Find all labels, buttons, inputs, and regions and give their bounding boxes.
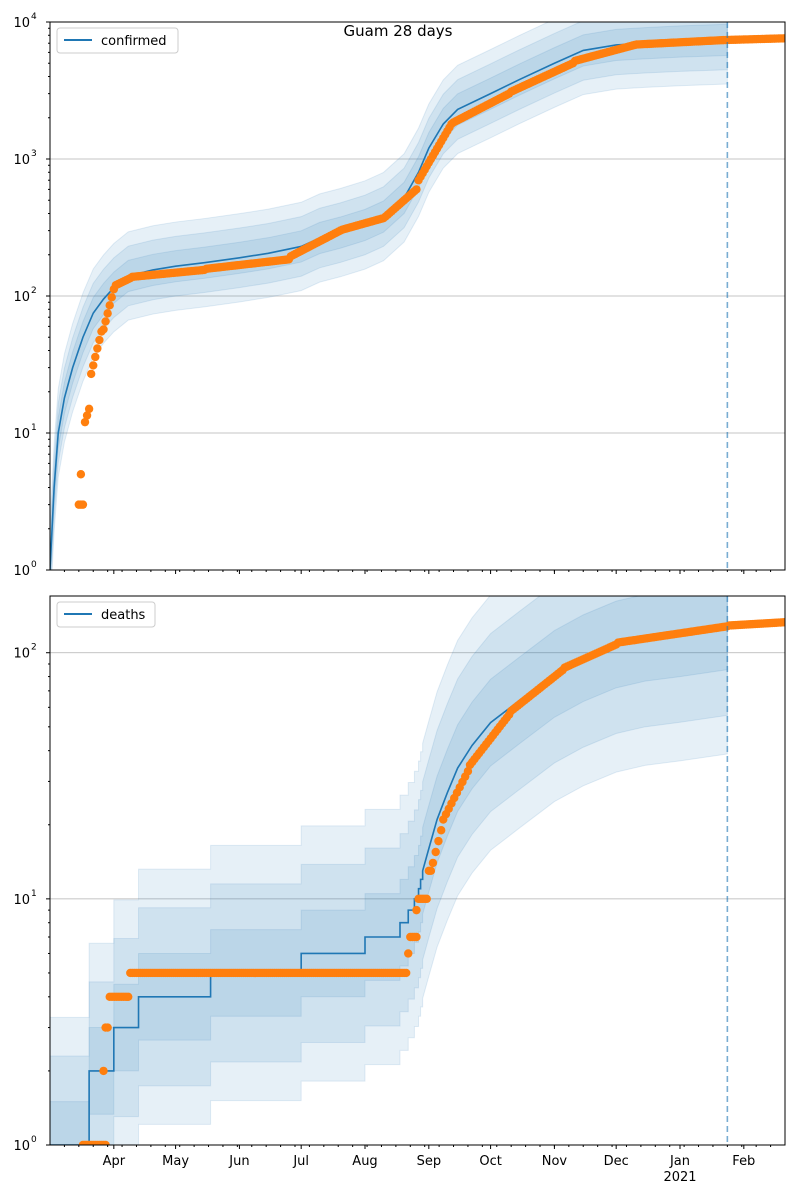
- deaths-observed-point: [412, 932, 421, 942]
- deaths-observed-point: [412, 905, 421, 915]
- confirmed-forecast-band: [50, 22, 728, 570]
- confirmed-y-tick-exponent: 3: [31, 149, 37, 159]
- figure-title: Guam 28 days: [344, 22, 453, 40]
- deaths-y-tick-label: 10: [13, 893, 30, 908]
- confirmed-observed-point: [99, 325, 108, 334]
- deaths-y-tick-label: 10: [13, 1139, 30, 1154]
- confirmed-observed-point: [78, 500, 88, 509]
- confirmed-observed-point: [103, 309, 112, 318]
- x-tick-label: Sep: [417, 1154, 442, 1169]
- x-tick-year-label: 2021: [663, 1170, 696, 1185]
- confirmed-observed-point: [95, 335, 104, 345]
- confirmed-gridlines: [50, 158, 785, 434]
- confirmed-observed-point: [80, 417, 90, 427]
- confirmed-observed-point: [82, 411, 92, 420]
- confirmed-observed-point: [93, 344, 102, 353]
- x-tick-label: Apr: [103, 1154, 126, 1169]
- deaths-observed-point: [422, 894, 431, 904]
- x-tick-label: Aug: [352, 1154, 377, 1169]
- x-tick-label: May: [162, 1154, 189, 1169]
- deaths-legend-box: [56, 601, 156, 628]
- deaths-observed-point: [434, 836, 443, 846]
- confirmed-observed-point: [412, 185, 421, 194]
- confirmed-forecast-band: [50, 22, 728, 570]
- confirmed-observed-point: [107, 293, 116, 302]
- confirmed-observed-point: [91, 352, 100, 362]
- confirmed-y-tick-exponent: 4: [31, 12, 37, 22]
- confirmed-observed-point: [84, 404, 94, 414]
- deaths-observed-point: [401, 968, 411, 978]
- deaths-forecast-bands: [50, 596, 728, 1145]
- confirmed-forecast-bands: [50, 22, 728, 570]
- confirmed-y-tick-label: 10: [13, 427, 30, 442]
- deaths-y-tick-exponent: 0: [31, 1135, 37, 1145]
- deaths-observed-point: [431, 847, 440, 857]
- x-tick-label: Oct: [479, 1154, 501, 1169]
- confirmed-observed-point: [101, 317, 110, 326]
- confirmed-y-tick-label: 10: [13, 564, 30, 579]
- deaths-observed-points: [78, 618, 785, 1145]
- deaths-observed-point: [426, 866, 436, 876]
- x-tick-label: Jun: [228, 1154, 249, 1169]
- deaths-y-tick-exponent: 2: [31, 643, 37, 653]
- confirmed-legend-label: confirmed: [101, 34, 167, 49]
- deaths-observed-point: [404, 949, 413, 958]
- deaths-observed-point: [99, 1066, 108, 1076]
- x-tick-label: Feb: [732, 1154, 755, 1169]
- confirmed-y-tick-exponent: 0: [31, 560, 37, 570]
- confirmed-y-tick-exponent: 2: [31, 286, 37, 296]
- confirmed-observed-point: [76, 470, 86, 479]
- deaths-y-tick-label: 10: [13, 647, 30, 662]
- deaths-legend: deaths: [56, 601, 156, 628]
- x-tick-label: Nov: [542, 1154, 568, 1169]
- deaths-legend-label: deaths: [101, 608, 146, 623]
- confirmed-y-tick-label: 10: [13, 16, 30, 31]
- confirmed-y-tick-label: 10: [13, 290, 30, 305]
- confirmed-y-tick-label: 10: [13, 153, 30, 168]
- confirmed-observed-point: [780, 34, 785, 43]
- confirmed-y-tick-exponent: 1: [31, 423, 37, 433]
- confirmed-x-axis: [63, 570, 772, 574]
- deaths-axes-frame: [49, 595, 786, 1146]
- confirmed-observed-points: [74, 34, 785, 509]
- deaths-observed-point: [780, 618, 785, 627]
- confirmed-observed-point: [105, 301, 114, 310]
- deaths-forecast-band: [50, 596, 728, 1145]
- deaths-observed-point: [103, 1023, 112, 1032]
- confirmed-observed-point: [86, 369, 96, 379]
- confirmed-legend: confirmed: [56, 27, 179, 54]
- confirmed-observed-point: [89, 361, 98, 370]
- deaths-forecast-band: [50, 596, 728, 1145]
- deaths-observed-point: [436, 826, 446, 835]
- confirmed-legend-box: [56, 27, 179, 54]
- deaths-observed-point: [124, 992, 133, 1002]
- deaths-observed-point: [428, 858, 438, 868]
- deaths-y-tick-exponent: 1: [31, 889, 37, 899]
- x-tick-label: Jan: [669, 1154, 690, 1169]
- x-tick-label: Dec: [604, 1154, 629, 1169]
- deaths-observed-point: [101, 1140, 110, 1145]
- x-tick-label: Jul: [292, 1154, 309, 1169]
